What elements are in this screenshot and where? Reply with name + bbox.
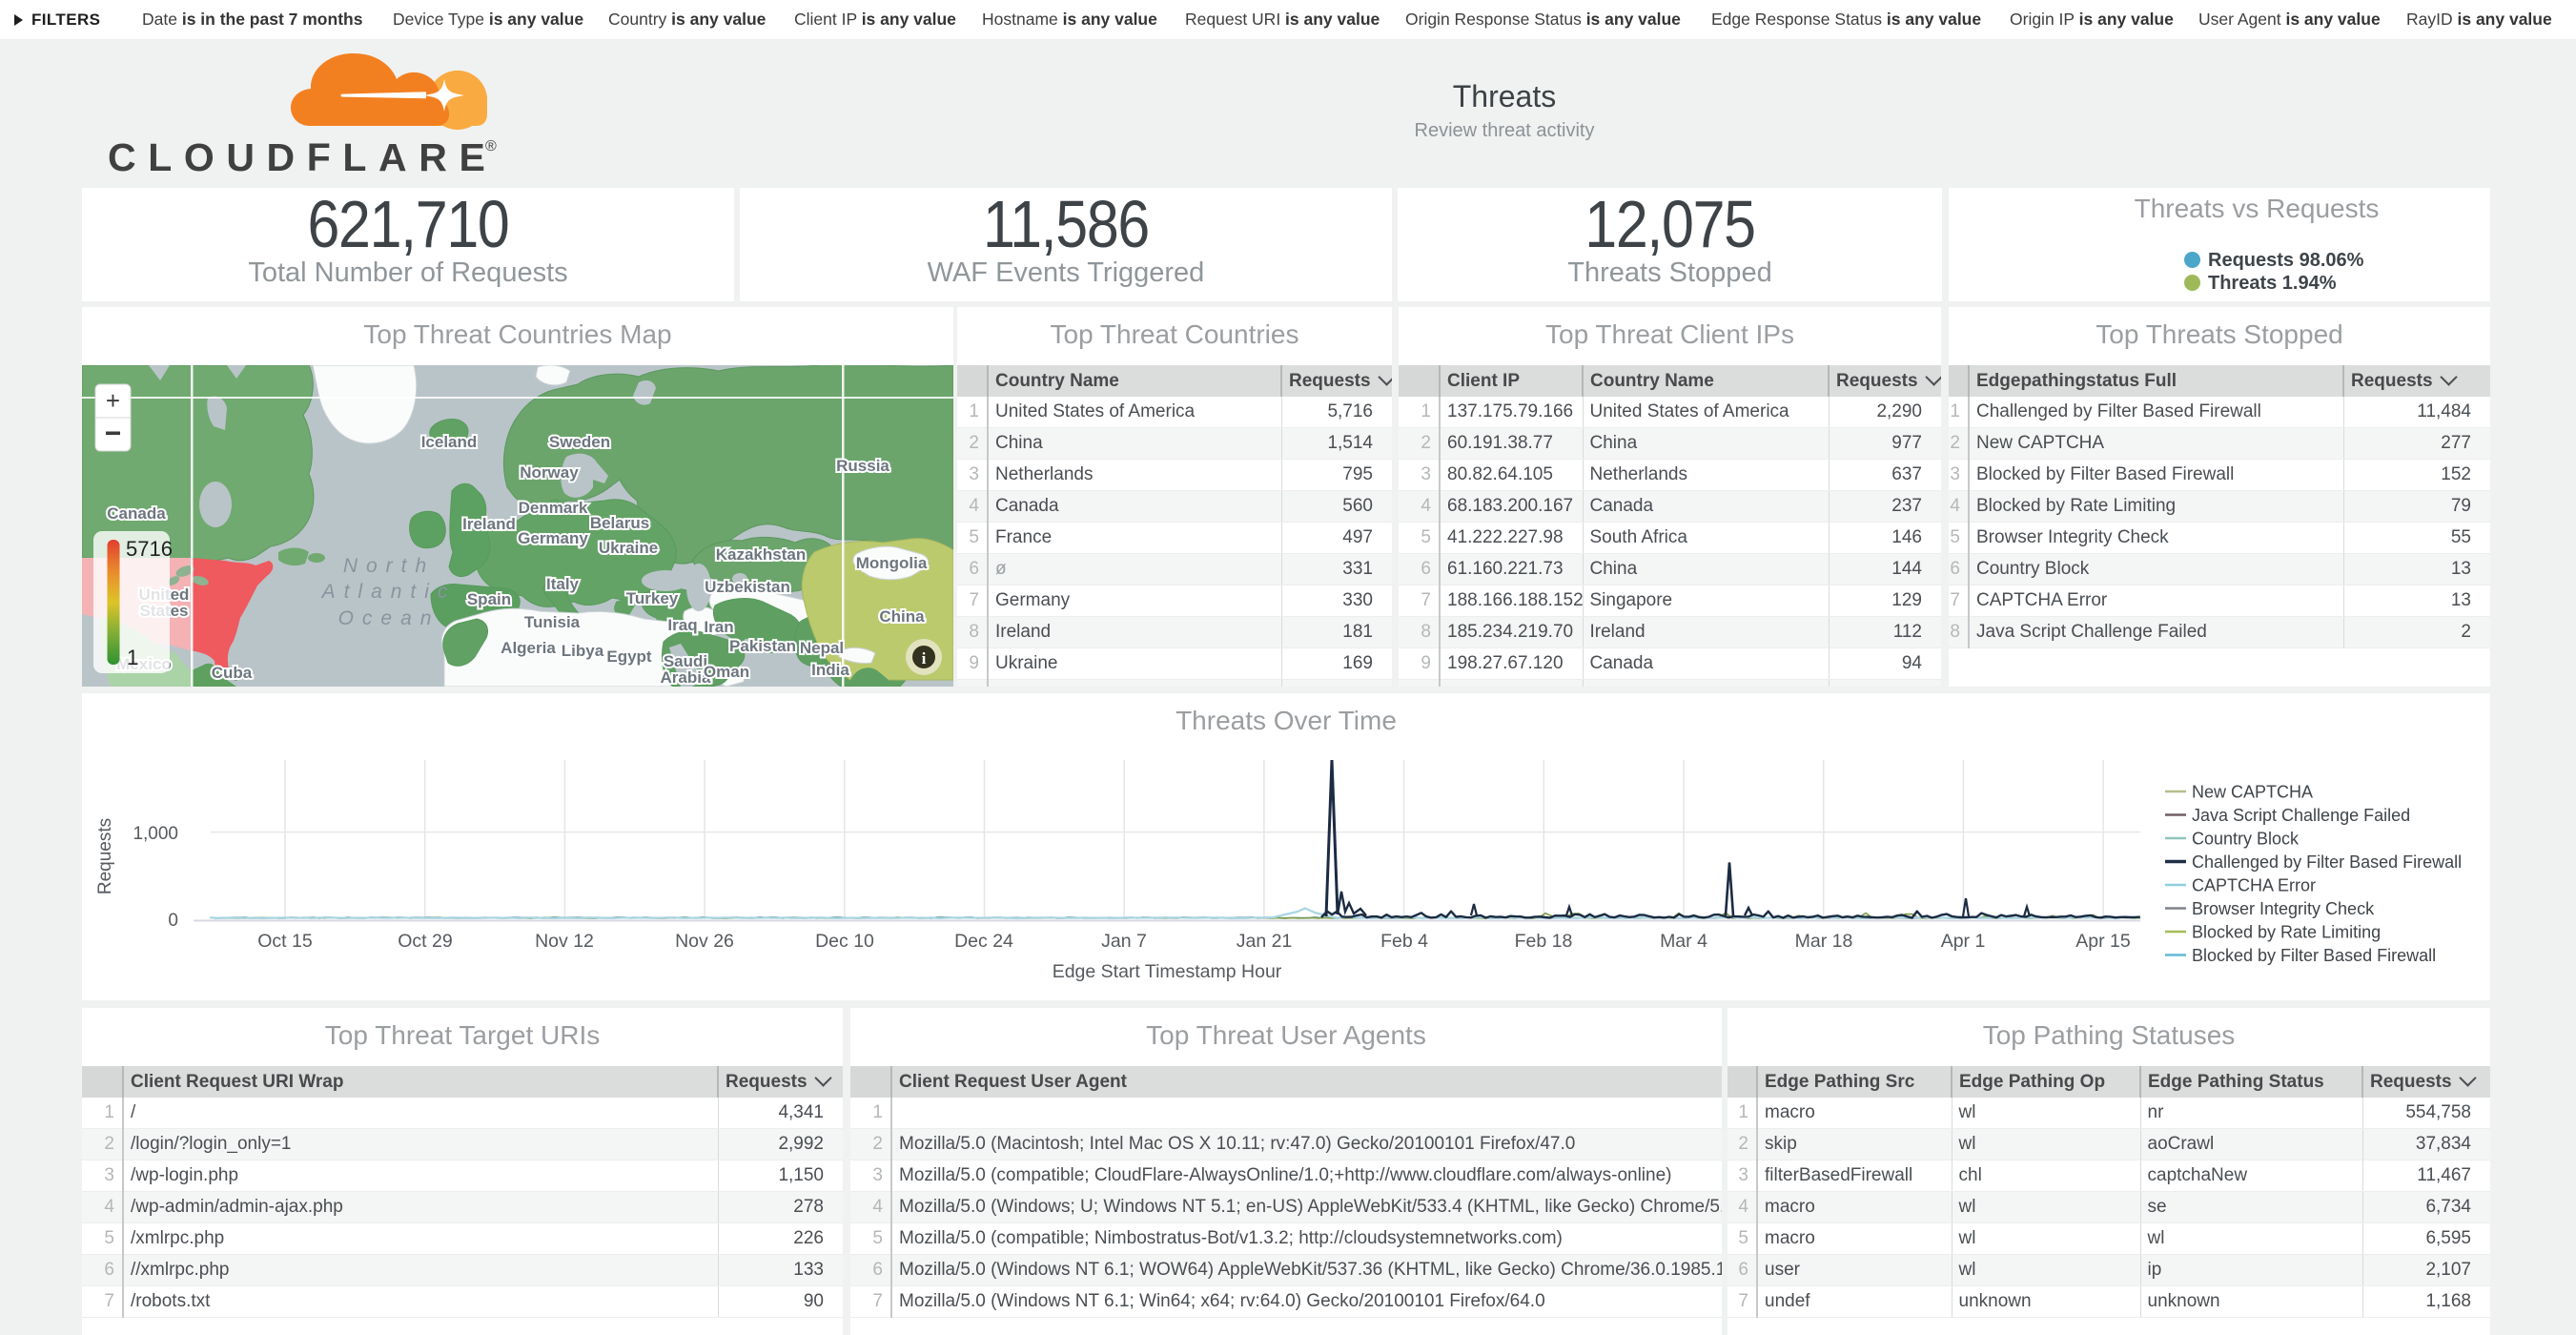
svg-text:Atlantic: Atlantic — [320, 581, 457, 603]
svg-text:1,000: 1,000 — [133, 824, 178, 844]
svg-text:Uzbekistan: Uzbekistan — [705, 578, 790, 596]
svg-text:Challenged by Filter Based Fir: Challenged by Filter Based Firewall — [2192, 852, 2462, 872]
svg-text:1: 1 — [127, 646, 138, 669]
svg-text:Feb 4: Feb 4 — [1380, 931, 1428, 952]
svg-text:Tunisia: Tunisia — [524, 613, 581, 631]
svg-text:®: ® — [485, 138, 497, 154]
svg-text:Oct 29: Oct 29 — [398, 931, 452, 952]
svg-text:Saudi: Saudi — [664, 652, 707, 670]
svg-text:Blocked by Filter Based Firewa: Blocked by Filter Based Firewall — [2192, 946, 2436, 965]
svg-text:Kazakhstan: Kazakhstan — [716, 545, 806, 564]
svg-text:Sweden: Sweden — [549, 433, 610, 451]
svg-text:India: India — [811, 661, 849, 679]
svg-text:+: + — [106, 386, 120, 415]
svg-text:CLOUDFLARE: CLOUDFLARE — [108, 135, 497, 176]
svg-text:Mar 18: Mar 18 — [1795, 931, 1853, 952]
svg-text:Apr 1: Apr 1 — [1941, 931, 1986, 952]
svg-text:Nov 26: Nov 26 — [675, 931, 734, 952]
svg-text:Egypt: Egypt — [606, 647, 652, 666]
svg-text:Feb 18: Feb 18 — [1515, 931, 1573, 952]
svg-text:Java Script Challenge Failed: Java Script Challenge Failed — [2192, 806, 2410, 825]
svg-text:CAPTCHA Error: CAPTCHA Error — [2192, 876, 2316, 895]
svg-text:Ocean: Ocean — [338, 607, 440, 629]
svg-text:Mar 4: Mar 4 — [1660, 931, 1707, 952]
svg-text:Cuba: Cuba — [212, 664, 253, 682]
svg-text:Oct 15: Oct 15 — [257, 931, 313, 952]
svg-text:Ireland: Ireland — [462, 515, 516, 533]
svg-text:Belarus: Belarus — [590, 514, 649, 532]
svg-text:Browser Integrity Check: Browser Integrity Check — [2192, 899, 2375, 918]
svg-text:5716: 5716 — [126, 537, 173, 561]
svg-text:Dec 10: Dec 10 — [815, 931, 874, 952]
svg-text:Ukraine: Ukraine — [599, 539, 658, 557]
svg-text:Nepal: Nepal — [800, 639, 844, 657]
svg-text:i: i — [922, 649, 927, 668]
svg-text:Turkey: Turkey — [626, 589, 679, 607]
svg-text:New CAPTCHA: New CAPTCHA — [2192, 783, 2313, 802]
svg-text:0: 0 — [168, 911, 178, 931]
svg-text:Canada: Canada — [107, 504, 166, 523]
svg-text:Jan 7: Jan 7 — [1101, 931, 1147, 952]
svg-text:Dec 24: Dec 24 — [954, 931, 1013, 952]
svg-text:Libya: Libya — [562, 642, 604, 660]
svg-text:China: China — [879, 607, 925, 626]
svg-text:Pakistan: Pakistan — [729, 637, 796, 655]
svg-text:Oman: Oman — [704, 663, 749, 681]
svg-text:Requests: Requests — [95, 818, 115, 894]
svg-text:Jan 21: Jan 21 — [1237, 931, 1293, 952]
svg-text:Algeria: Algeria — [501, 639, 556, 657]
svg-text:Iceland: Iceland — [421, 433, 478, 451]
svg-text:Apr 15: Apr 15 — [2075, 931, 2131, 952]
svg-text:North: North — [343, 555, 435, 577]
svg-text:Italy: Italy — [546, 575, 580, 593]
svg-text:Blocked by Rate Limiting: Blocked by Rate Limiting — [2192, 923, 2381, 942]
svg-text:Germany: Germany — [518, 529, 588, 547]
svg-text:Arabia: Arabia — [661, 668, 711, 687]
svg-text:Russia: Russia — [836, 457, 889, 475]
svg-text:Spain: Spain — [467, 590, 511, 608]
svg-text:Denmark: Denmark — [519, 499, 588, 517]
svg-text:Nov 12: Nov 12 — [535, 931, 594, 952]
svg-text:Iraq: Iraq — [667, 616, 697, 634]
svg-text:Norway: Norway — [520, 463, 579, 482]
svg-text:Mongolia: Mongolia — [856, 554, 928, 572]
svg-text:Edge Start Timestamp Hour: Edge Start Timestamp Hour — [1053, 961, 1282, 982]
svg-text:Iran: Iran — [704, 618, 733, 636]
svg-text:Country Block: Country Block — [2192, 830, 2300, 849]
